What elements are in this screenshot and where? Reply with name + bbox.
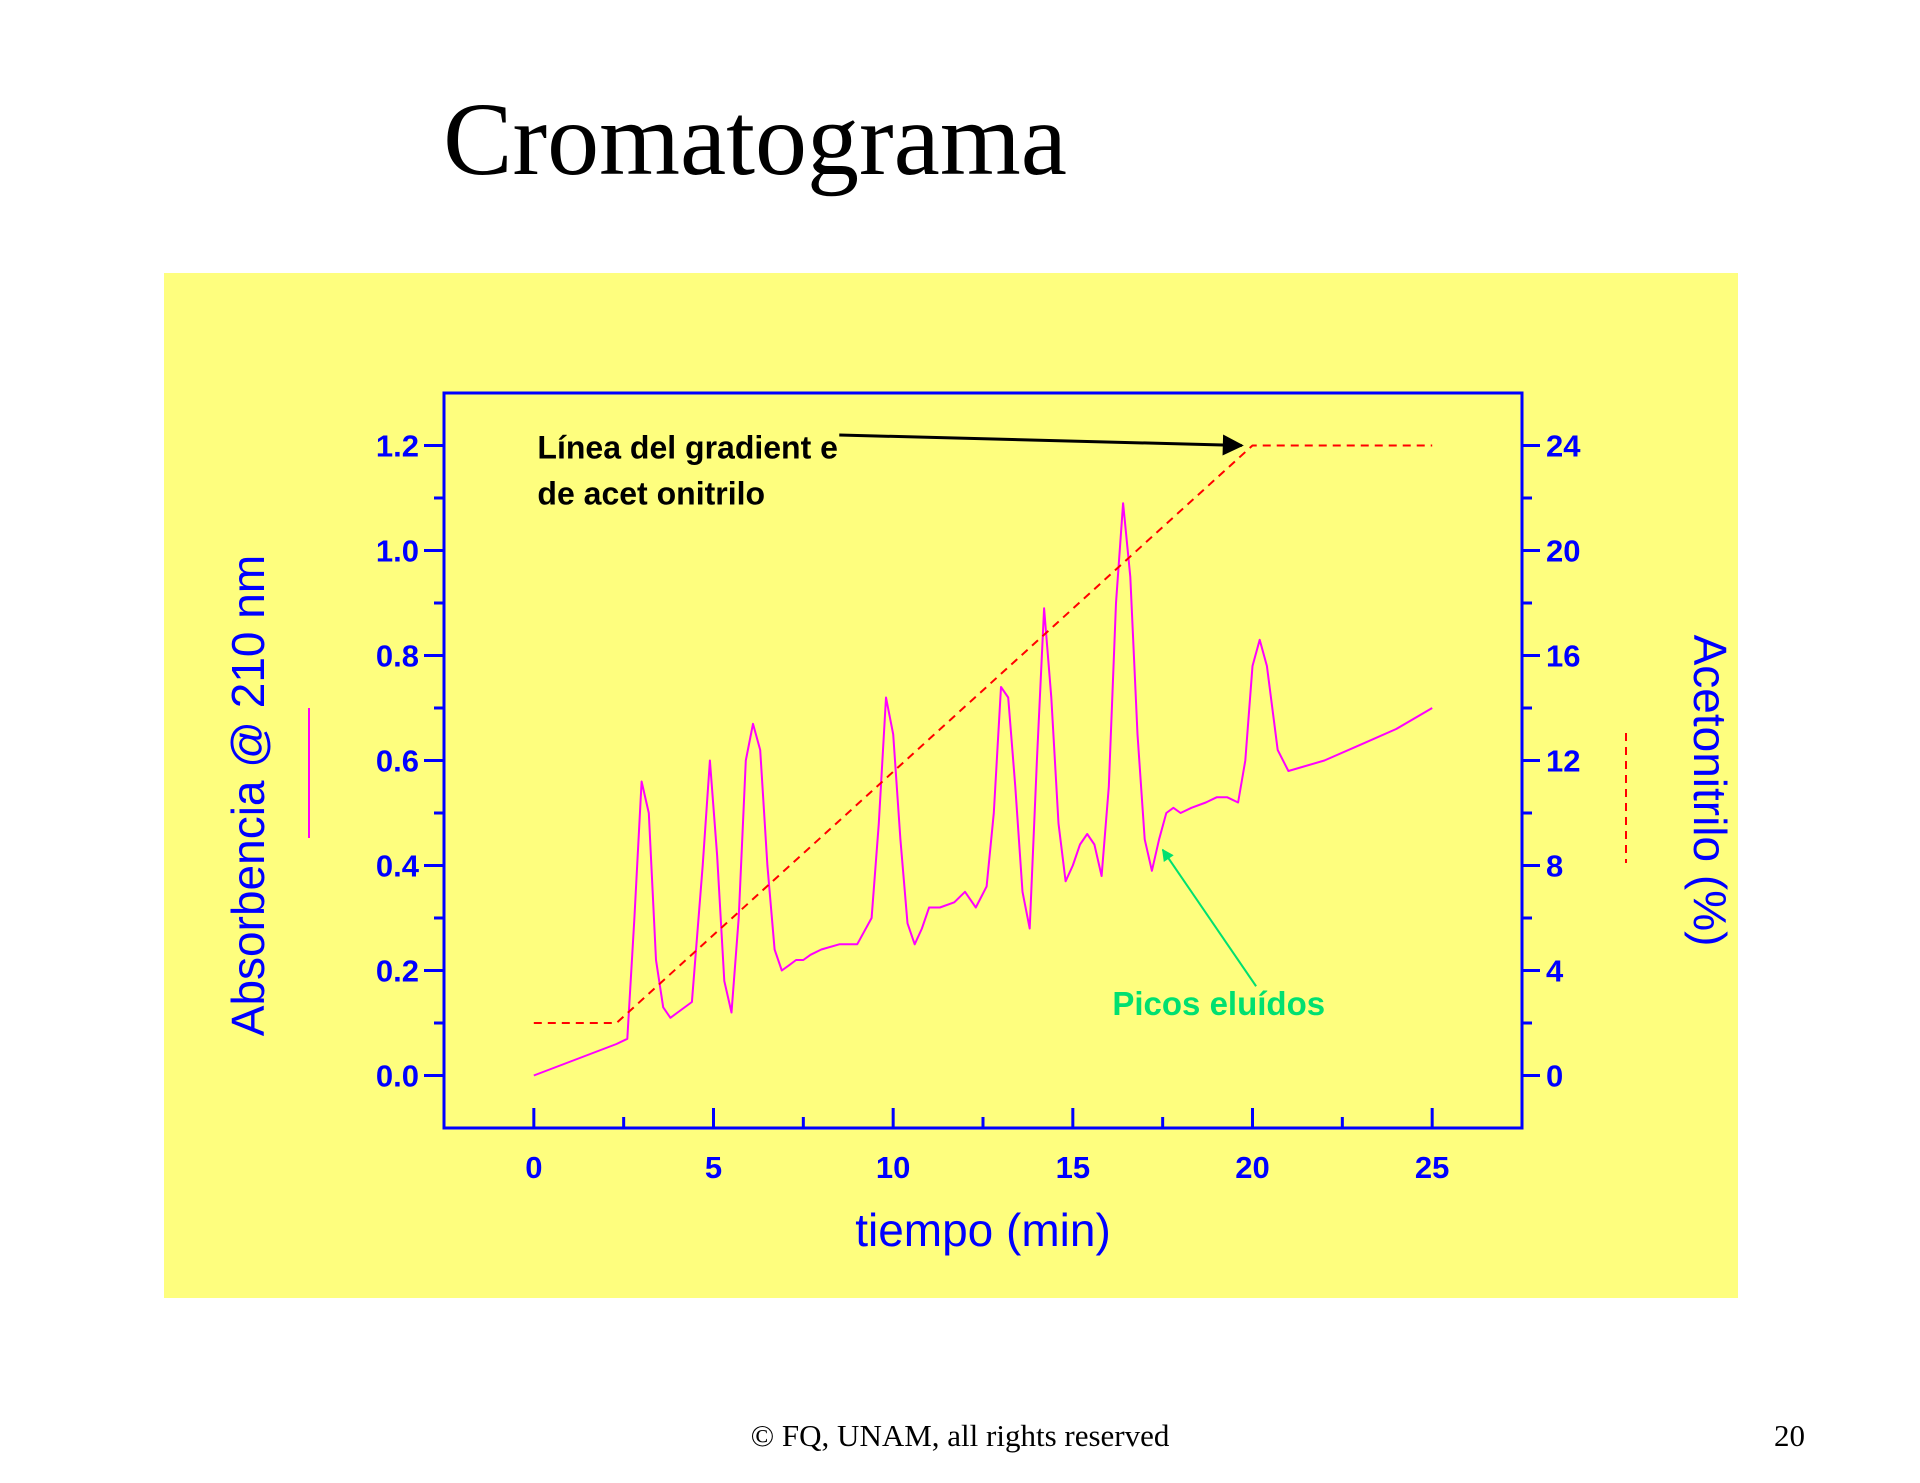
y2-tick-label: 4	[1546, 954, 1564, 989]
y-tick-label: 0.0	[376, 1059, 419, 1094]
gradient-annotation-arrow	[839, 433, 1244, 456]
peaks-annotation-arrow	[1161, 848, 1257, 987]
x-tick-label: 25	[1415, 1150, 1449, 1185]
y-tick-label: 0.8	[376, 639, 419, 674]
page-number: 20	[1774, 1418, 1805, 1453]
x-tick-label: 5	[705, 1150, 722, 1185]
chart-panel: 0 5 10 15 20 25 0.0 0.2 0.4 0.6 0.8 1.0 1.2 0 4 8 12 16 20…	[164, 273, 1738, 1298]
acetonitrile-gradient-line	[533, 444, 1433, 1024]
y2-tick-label: 8	[1546, 849, 1563, 884]
x-tick-label: 15	[1056, 1150, 1090, 1185]
y-tick-label: 1.2	[376, 429, 419, 464]
x-tick-label: 20	[1235, 1150, 1269, 1185]
y2-tick-label: 0	[1546, 1059, 1563, 1094]
y2-tick-label: 24	[1546, 429, 1581, 464]
gradient-annotation-text: Línea del gradient e	[537, 430, 838, 466]
x-axis-label: tiempo (min)	[855, 1204, 1111, 1256]
absorbance-line	[533, 502, 1433, 1077]
footer-copyright: © FQ, UNAM, all rights reserved	[750, 1418, 1170, 1453]
y-tick-label: 0.4	[376, 849, 420, 884]
x-tick-label: 0	[525, 1150, 542, 1185]
y2-tick-label: 12	[1546, 744, 1580, 779]
y-tick-label: 0.6	[376, 744, 419, 779]
y2-tick-label: 16	[1546, 639, 1580, 674]
y-axis-label: Absorbencia @ 210 nm	[222, 555, 274, 1036]
peaks-annotation-text: Picos eluídos	[1112, 985, 1325, 1022]
y2-tick-label: 20	[1546, 534, 1580, 569]
chromatogram-chart: 0 5 10 15 20 25 0.0 0.2 0.4 0.6 0.8 1.0 1.2 0 4 8 12 16 20…	[222, 391, 1736, 1256]
y-tick-label: 0.2	[376, 954, 419, 989]
slide-title: Cromatograma	[443, 82, 1067, 197]
y-tick-label: 1.0	[376, 534, 419, 569]
gradient-annotation-text: de acet onitrilo	[537, 476, 765, 512]
x-tick-label: 10	[876, 1150, 910, 1185]
y2-axis-label: Acetonitrilo (%)	[1684, 635, 1736, 947]
